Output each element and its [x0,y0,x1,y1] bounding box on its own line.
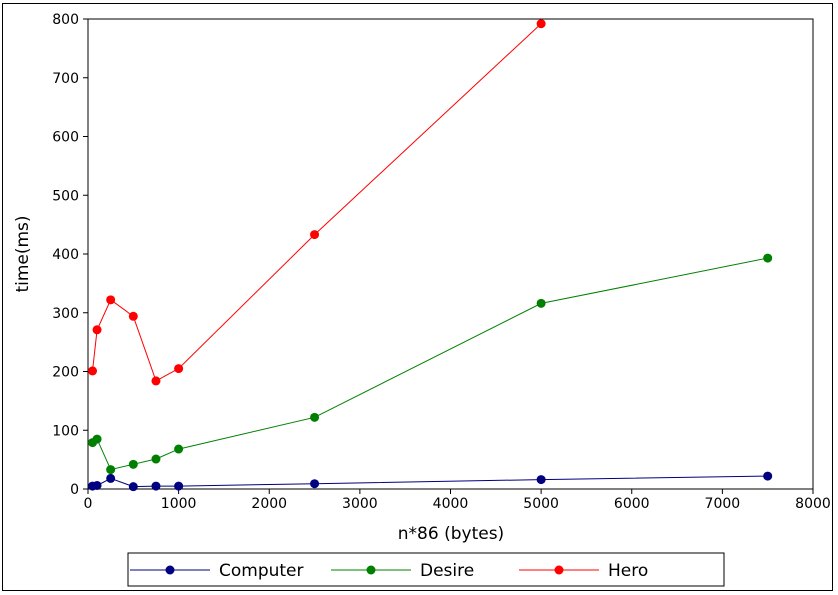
y-tick-label: 200 [52,365,79,381]
x-tick-label: 0 [84,496,93,512]
legend-marker-computer [165,565,175,575]
legend-label-computer: Computer [219,561,304,581]
y-tick-label: 100 [52,423,79,439]
series-line-hero [92,23,542,382]
x-tick-label: 3000 [342,496,378,512]
data-point-computer [174,481,184,491]
x-tick-label: 7000 [705,496,741,512]
legend: Computer Desire Hero [127,552,725,587]
data-point-desire [128,459,138,469]
data-point-computer [310,479,320,489]
y-tick-label: 800 [52,12,79,28]
data-point-desire [310,412,320,422]
legend-marker-hero [554,565,564,575]
x-tick-label: 6000 [614,496,650,512]
y-tick-label: 300 [52,306,79,322]
legend-marker-desire [366,565,376,575]
data-point-desire [151,454,161,464]
x-tick-label: 2000 [251,496,287,512]
data-point-hero [174,364,184,374]
figure-frame [2,3,833,591]
axes-box [87,18,814,490]
data-point-computer [128,482,138,492]
x-tick-label: 1000 [161,496,197,512]
series-line-desire [92,257,768,471]
y-axis-title: time(ms) [13,215,33,292]
legend-label-hero: Hero [608,561,648,581]
data-point-hero [88,366,98,376]
data-point-hero [536,19,546,29]
x-tick-label: 5000 [523,496,559,512]
y-tick-label: 500 [52,188,79,204]
data-point-desire [763,253,773,263]
data-point-hero [151,376,161,386]
x-axis-title: n*86 (bytes) [398,524,504,544]
y-tick-label: 0 [70,482,79,498]
data-point-desire [106,465,116,475]
data-point-computer [151,481,161,491]
data-point-computer [536,475,546,485]
plot-area: 0 1000 2000 3000 4000 5000 6000 7000 8000 0 100 200… [52,12,831,512]
legend-box [127,552,725,587]
data-point-computer [763,471,773,481]
y-tick-label: 400 [52,247,79,263]
data-point-hero [310,230,320,240]
data-point-desire [92,434,102,444]
y-tick-label: 700 [52,71,79,87]
legend-label-desire: Desire [420,561,474,581]
series-line-computer [92,475,768,488]
data-point-desire [536,298,546,308]
x-tick-label: 4000 [433,496,469,512]
x-tick-label: 8000 [795,496,831,512]
y-tick-label: 600 [52,130,79,146]
data-point-hero [128,311,138,321]
data-point-hero [92,325,102,335]
data-point-computer [92,480,102,490]
data-point-desire [174,444,184,454]
data-point-hero [106,295,116,305]
data-point-computer [106,473,116,483]
